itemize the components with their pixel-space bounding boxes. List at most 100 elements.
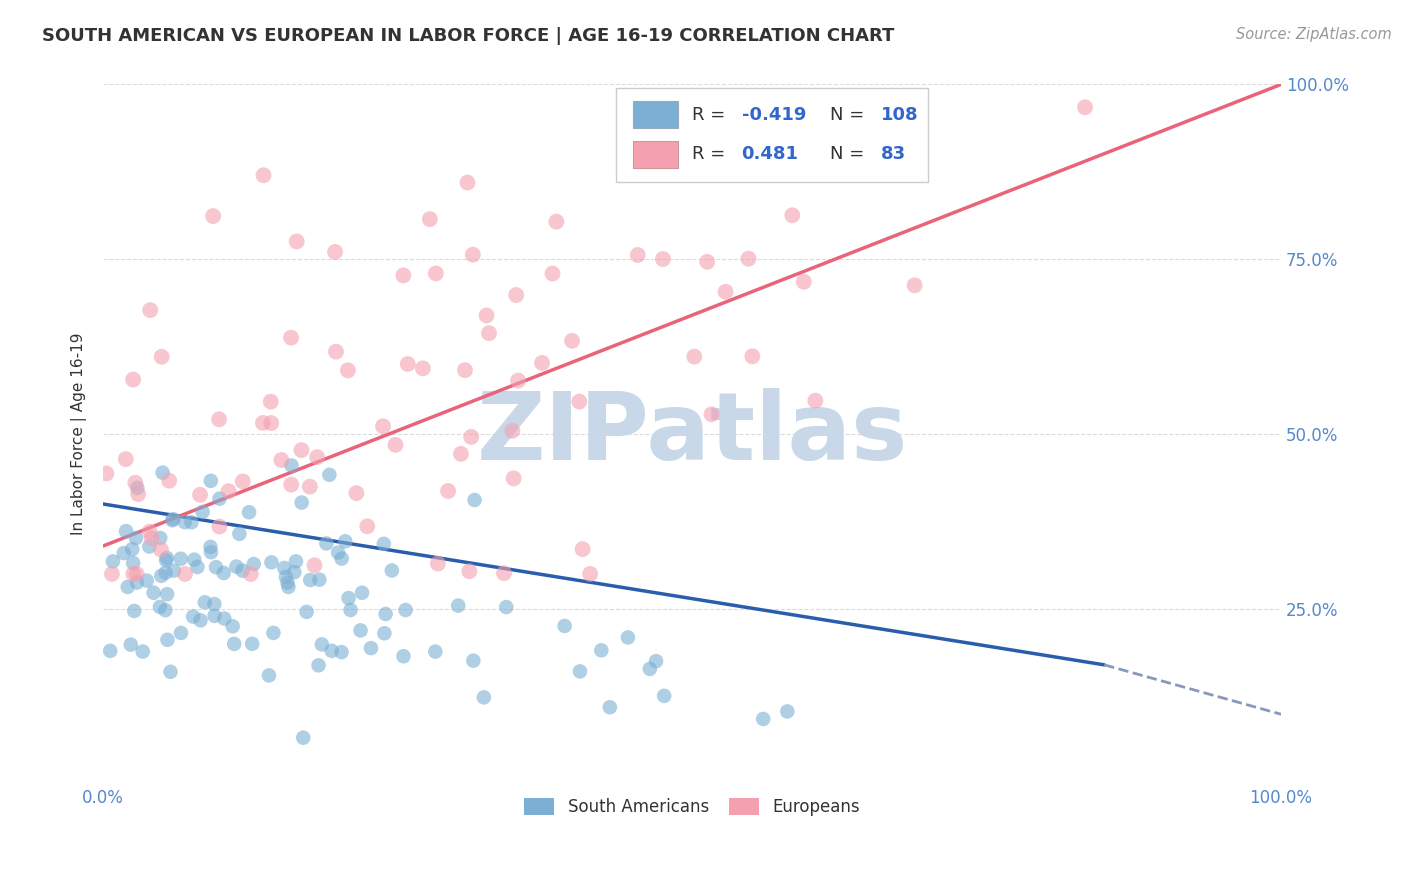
South Americans [101, 554, 124, 568]
Text: R =: R = [692, 105, 731, 123]
South Americans [350, 586, 373, 600]
Europeans [793, 275, 815, 289]
South Americans [142, 585, 165, 599]
Europeans [290, 443, 312, 458]
South Americans [162, 513, 184, 527]
Europeans [425, 266, 447, 280]
South Americans [645, 654, 668, 668]
South Americans [308, 573, 330, 587]
Europeans [627, 248, 650, 262]
Text: -0.419: -0.419 [741, 105, 806, 123]
Europeans [1074, 100, 1097, 114]
South Americans [447, 599, 470, 613]
Text: Source: ZipAtlas.com: Source: ZipAtlas.com [1236, 27, 1392, 42]
South Americans [284, 554, 307, 568]
Europeans [458, 564, 481, 578]
South Americans [242, 557, 264, 571]
South Americans [122, 604, 145, 618]
South Americans [292, 731, 315, 745]
South Americans [463, 654, 485, 668]
South Americans [308, 658, 330, 673]
Europeans [804, 393, 827, 408]
Europeans [307, 450, 329, 464]
Europeans [139, 303, 162, 318]
Text: 108: 108 [880, 105, 918, 123]
Europeans [114, 452, 136, 467]
Europeans [125, 566, 148, 581]
Europeans [454, 363, 477, 377]
South Americans [170, 551, 193, 566]
South Americans [472, 690, 495, 705]
Europeans [571, 542, 593, 557]
Europeans [475, 309, 498, 323]
South Americans [262, 626, 284, 640]
South Americans [568, 665, 591, 679]
Europeans [456, 176, 478, 190]
South Americans [117, 580, 139, 594]
Europeans [904, 278, 927, 293]
Europeans [252, 416, 274, 430]
South Americans [381, 564, 404, 578]
Legend: South Americans, Europeans: South Americans, Europeans [516, 789, 868, 824]
South Americans [98, 644, 121, 658]
South Americans [274, 570, 297, 584]
Europeans [546, 215, 568, 229]
South Americans [149, 599, 172, 614]
South Americans [776, 705, 799, 719]
Europeans [202, 209, 225, 223]
South Americans [260, 555, 283, 569]
Europeans [371, 419, 394, 434]
Europeans [696, 255, 718, 269]
South Americans [283, 565, 305, 579]
Europeans [232, 475, 254, 489]
Europeans [336, 363, 359, 377]
South Americans [214, 611, 236, 625]
South Americans [464, 493, 486, 508]
Europeans [325, 344, 347, 359]
South Americans [138, 540, 160, 554]
South Americans [374, 607, 396, 621]
Text: N =: N = [830, 145, 870, 163]
Text: 83: 83 [880, 145, 905, 163]
South Americans [318, 467, 340, 482]
Europeans [252, 168, 274, 182]
South Americans [205, 560, 228, 574]
Europeans [280, 477, 302, 491]
Europeans [460, 430, 482, 444]
South Americans [208, 491, 231, 506]
South Americans [204, 608, 226, 623]
Europeans [741, 349, 763, 363]
Europeans [280, 331, 302, 345]
Europeans [96, 467, 118, 481]
South Americans [115, 524, 138, 538]
South Americans [617, 631, 640, 645]
South Americans [212, 566, 235, 580]
South Americans [321, 644, 343, 658]
South Americans [186, 560, 208, 574]
Europeans [356, 519, 378, 533]
Europeans [492, 566, 515, 581]
South Americans [191, 505, 214, 519]
Europeans [260, 416, 283, 430]
Europeans [561, 334, 583, 348]
South Americans [232, 564, 254, 578]
FancyBboxPatch shape [633, 101, 678, 128]
South Americans [202, 597, 225, 611]
South Americans [240, 637, 263, 651]
South Americans [200, 545, 222, 559]
South Americans [155, 553, 177, 567]
Europeans [568, 394, 591, 409]
Europeans [450, 447, 472, 461]
South Americans [127, 481, 149, 495]
Europeans [782, 208, 804, 222]
South Americans [315, 536, 337, 550]
Europeans [157, 474, 180, 488]
Europeans [700, 407, 723, 421]
Europeans [101, 566, 124, 581]
South Americans [156, 587, 179, 601]
Europeans [149, 542, 172, 557]
South Americans [156, 632, 179, 647]
South Americans [159, 665, 181, 679]
South Americans [337, 591, 360, 606]
Europeans [683, 350, 706, 364]
